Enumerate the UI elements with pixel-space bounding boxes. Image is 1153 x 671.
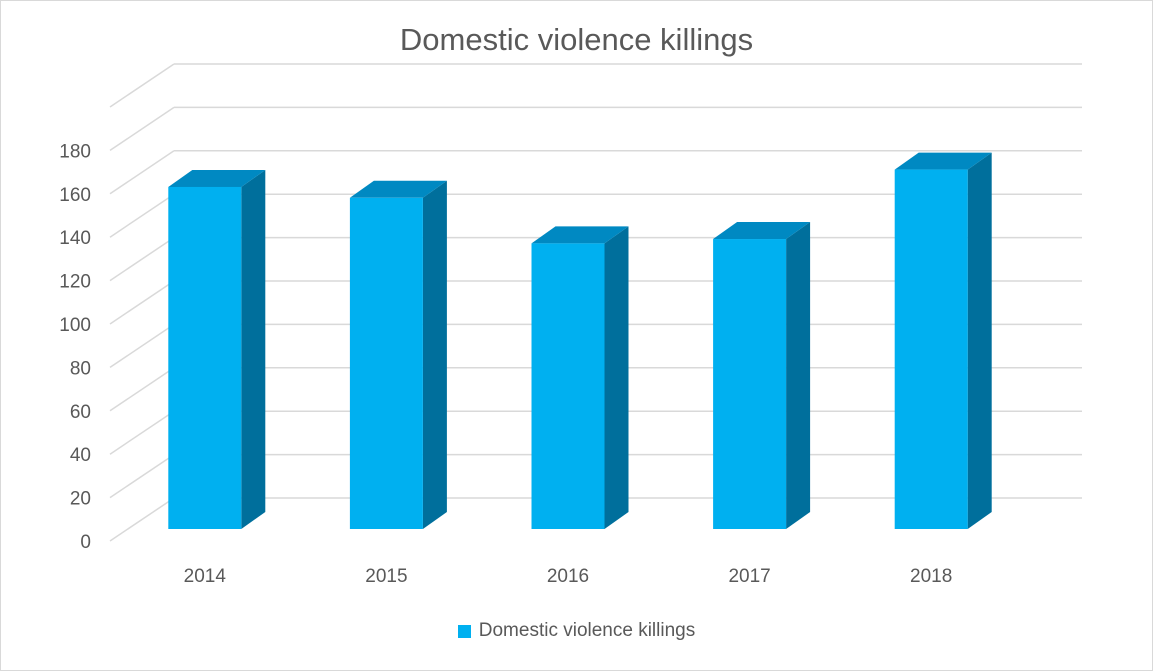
gridline-diagonal <box>109 193 175 238</box>
x-tick-label: 2016 <box>547 566 589 587</box>
bar-top <box>168 169 266 187</box>
bar-2017 <box>713 222 811 529</box>
x-tick-label: 2014 <box>184 566 227 587</box>
y-tick-label: 0 <box>80 532 91 553</box>
y-tick-label: 60 <box>70 402 91 423</box>
bar-top <box>349 180 447 198</box>
bar-front <box>168 186 242 529</box>
y-tick-label: 40 <box>70 445 91 466</box>
chart-title: Domestic violence killings <box>399 22 754 57</box>
bar-side <box>604 226 629 529</box>
legend-label: Domestic violence killings <box>478 620 696 641</box>
bar-front <box>349 197 423 530</box>
bar-side <box>967 152 992 529</box>
y-tick-label: 20 <box>70 489 91 510</box>
x-tick-label: 2017 <box>728 566 770 587</box>
bar-2018 <box>894 152 992 529</box>
legend: Domestic violence killings <box>0 620 1153 642</box>
bar-top <box>713 222 811 240</box>
gridline-diagonal <box>109 280 175 325</box>
bar-side <box>786 222 811 529</box>
y-tick-label: 100 <box>59 315 91 336</box>
bar-front <box>894 169 968 529</box>
bars <box>168 152 992 530</box>
x-tick-label: 2018 <box>910 566 952 587</box>
bar-front <box>531 243 605 529</box>
gridline-diagonal <box>109 323 175 369</box>
gridline-diagonal <box>109 367 175 412</box>
x-axis-ticks: 2014 2015 2016 2017 2018 <box>184 566 953 587</box>
bar-2014 <box>168 169 266 529</box>
gridline-diagonal <box>109 453 175 499</box>
bar-top <box>894 152 992 170</box>
bar-side <box>422 180 447 530</box>
gridline-diagonal <box>109 410 175 455</box>
y-axis-ticks: 0 20 40 60 80 100 120 140 160 180 <box>59 141 91 553</box>
gridline-diagonal <box>109 497 175 542</box>
bar-side <box>241 169 266 529</box>
gridline-diagonal <box>109 236 175 282</box>
gridline-diagonal <box>109 106 175 152</box>
gridline-diagonal <box>109 63 175 108</box>
legend-swatch <box>457 624 471 638</box>
bar-top <box>531 226 629 244</box>
y-tick-label: 80 <box>70 358 91 379</box>
x-tick-label: 2015 <box>365 566 407 587</box>
bar-2016 <box>531 226 629 529</box>
y-tick-label: 180 <box>59 141 91 162</box>
y-tick-label: 140 <box>59 228 91 249</box>
bar-2015 <box>349 180 447 530</box>
bar-front <box>713 239 787 529</box>
y-tick-label: 120 <box>59 272 91 293</box>
gridline-diagonal <box>109 150 175 195</box>
y-tick-label: 160 <box>59 185 91 206</box>
